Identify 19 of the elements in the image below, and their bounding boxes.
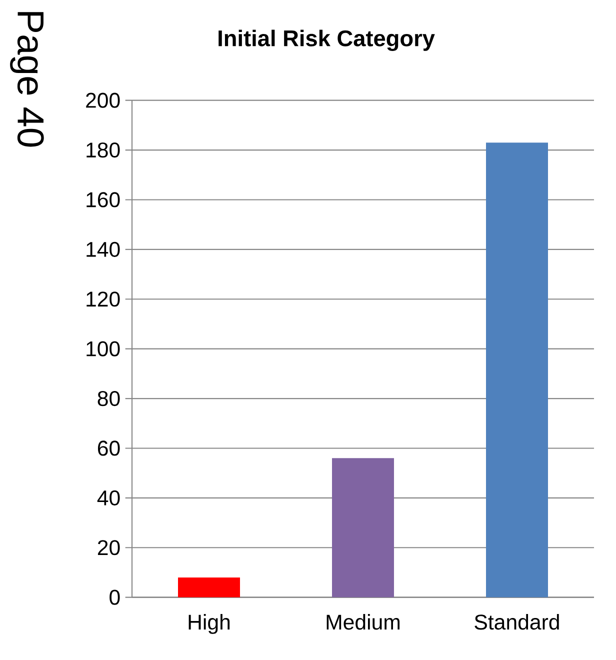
y-tick-label: 120 [86, 292, 120, 307]
y-tick-label: 20 [98, 540, 120, 556]
y-tick-label: 200 [86, 92, 120, 108]
x-tick-label: Standard [474, 614, 559, 630]
y-tick-label: 40 [97, 490, 120, 506]
y-tick-label: 140 [86, 242, 120, 257]
y-tick-label: 160 [86, 192, 120, 208]
x-tick-label: High [188, 614, 230, 634]
bar [178, 577, 240, 598]
text: Page 40 [10, 12, 44, 147]
y-tick-label: 80 [98, 390, 120, 406]
bar [486, 142, 548, 598]
y-tick-label: 60 [98, 440, 120, 456]
y-tick-label: 100 [86, 341, 120, 356]
y-tick-label: 180 [86, 142, 120, 158]
x-tick-label: Medium [326, 614, 400, 630]
chart-title: Initial Risk Category [218, 30, 435, 51]
y-tick-label: 0 [110, 590, 120, 605]
bar [332, 458, 394, 598]
